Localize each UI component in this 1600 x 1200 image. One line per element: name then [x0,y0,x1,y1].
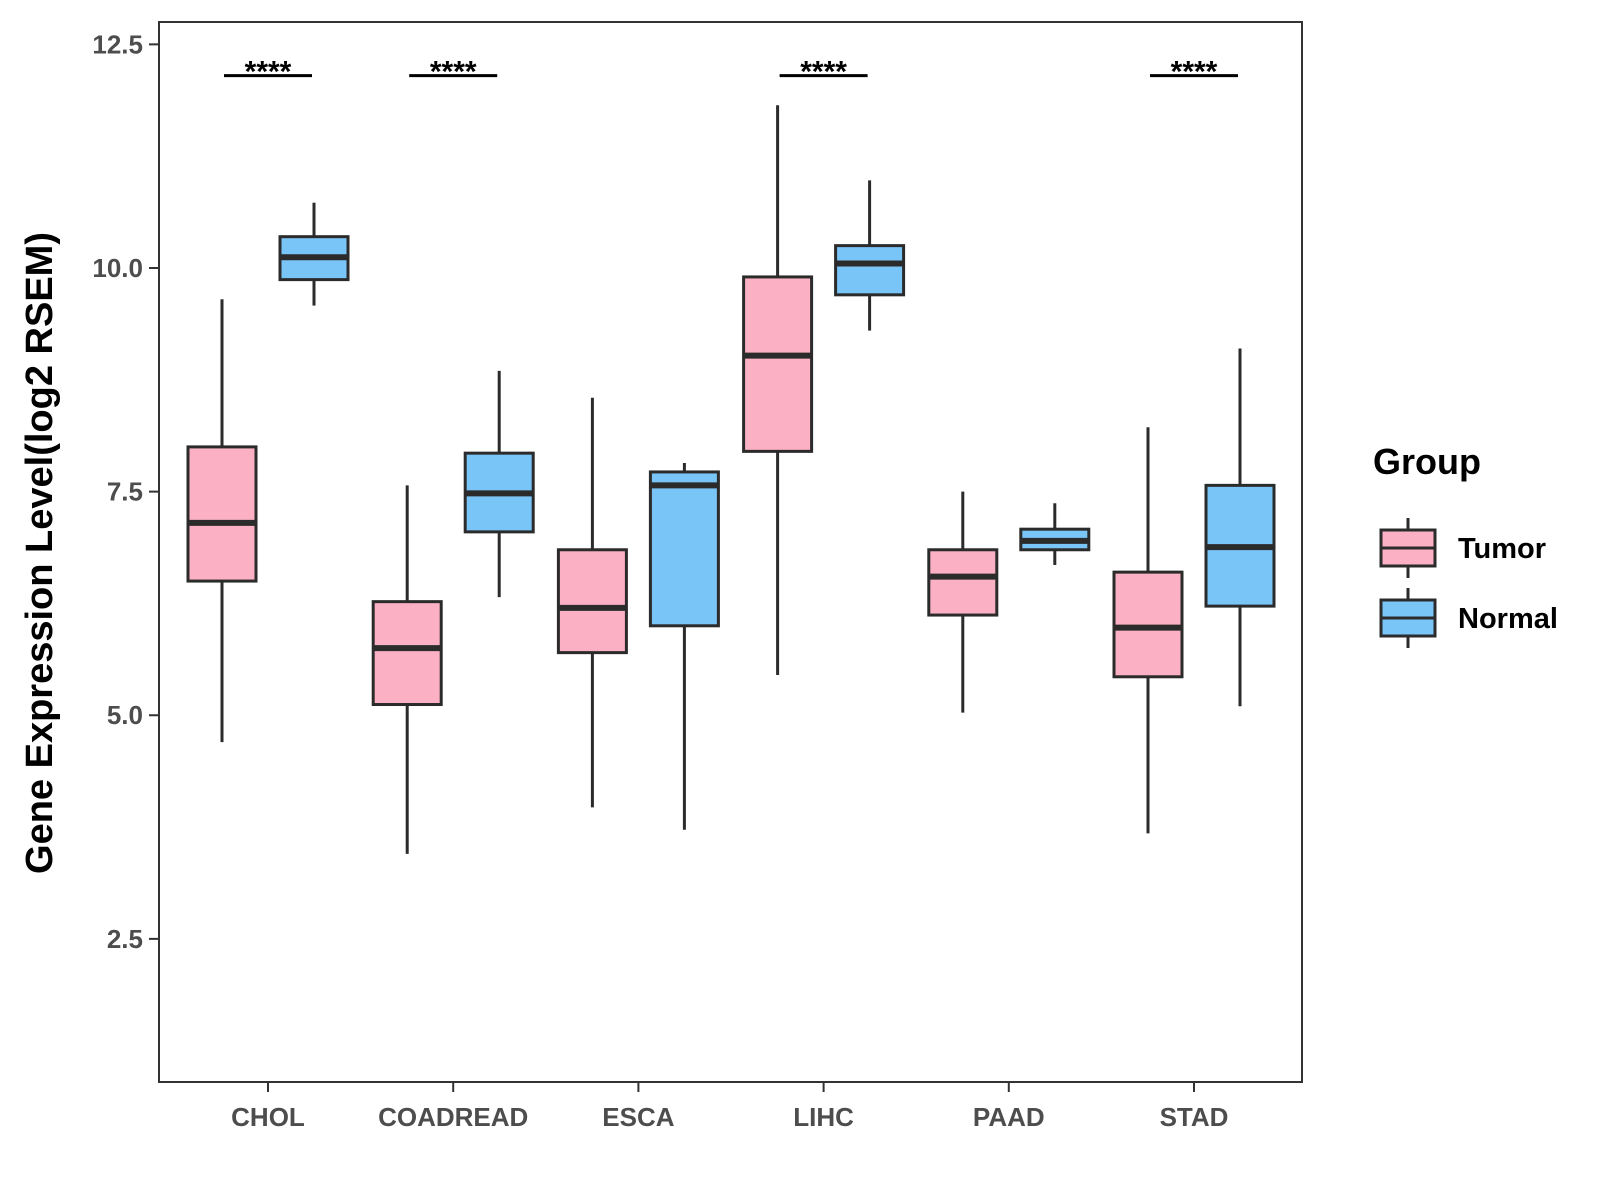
box-normal-esca [648,462,720,830]
x-axis: CHOL COADREAD ESCA LIHC PAAD STAD [231,1082,1228,1132]
x-tick-label: ESCA [602,1102,674,1132]
significance-label: **** [800,56,847,89]
significance-lihc: **** [779,56,868,89]
plot-area: **** **** **** **** [186,56,1276,854]
y-axis-title: Gene Expression Level(log2 RSEM) [19,232,61,874]
significance-chol: **** [224,56,312,89]
box-tumor-coadread [371,485,443,854]
y-tick-label: 7.5 [107,477,143,507]
box-iqr [371,600,443,707]
y-tick-label: 2.5 [107,924,143,954]
y-tick-label: 5.0 [107,700,143,730]
box-tumor-stad [1112,427,1184,834]
x-tick-label: PAAD [973,1102,1045,1132]
y-tick-label: 12.5 [92,29,143,59]
significance-stad: **** [1150,56,1238,89]
legend: Group Tumor Normal [1373,441,1558,648]
box-tumor-esca [556,397,628,808]
y-tick-label: 10.0 [92,253,143,283]
box-iqr [186,445,258,583]
legend-label: Tumor [1458,533,1546,565]
box-iqr [927,548,999,617]
significance-coadread: **** [409,56,498,89]
x-tick-label: STAD [1160,1102,1229,1132]
box-iqr [1112,570,1184,679]
x-tick-label: COADREAD [378,1102,528,1132]
box-normal-chol [278,202,350,306]
box-normal-coadread [463,370,535,598]
significance-label: **** [245,56,292,89]
legend-item-tumor: Tumor [1379,518,1546,578]
x-tick-label: CHOL [231,1102,305,1132]
box-tumor-paad [927,491,999,713]
legend-item-normal: Normal [1379,588,1558,648]
legend-label: Normal [1458,603,1558,635]
box-tumor-lihc [742,105,814,675]
significance-label: **** [430,56,477,89]
box-tumor-chol [186,299,258,743]
panel-border [158,21,1303,1083]
y-axis: 2.5 5.0 7.5 10.0 12.5 [92,29,159,954]
box-iqr [834,244,906,297]
significance-label: **** [1171,56,1218,89]
box-normal-lihc [834,180,906,331]
x-tick-label: LIHC [793,1102,854,1132]
box-iqr [648,470,720,628]
box-normal-paad [1019,503,1091,565]
box-normal-stad [1204,348,1276,707]
box-iqr [556,548,628,655]
box-iqr [742,275,814,453]
legend-title: Group [1373,441,1481,482]
